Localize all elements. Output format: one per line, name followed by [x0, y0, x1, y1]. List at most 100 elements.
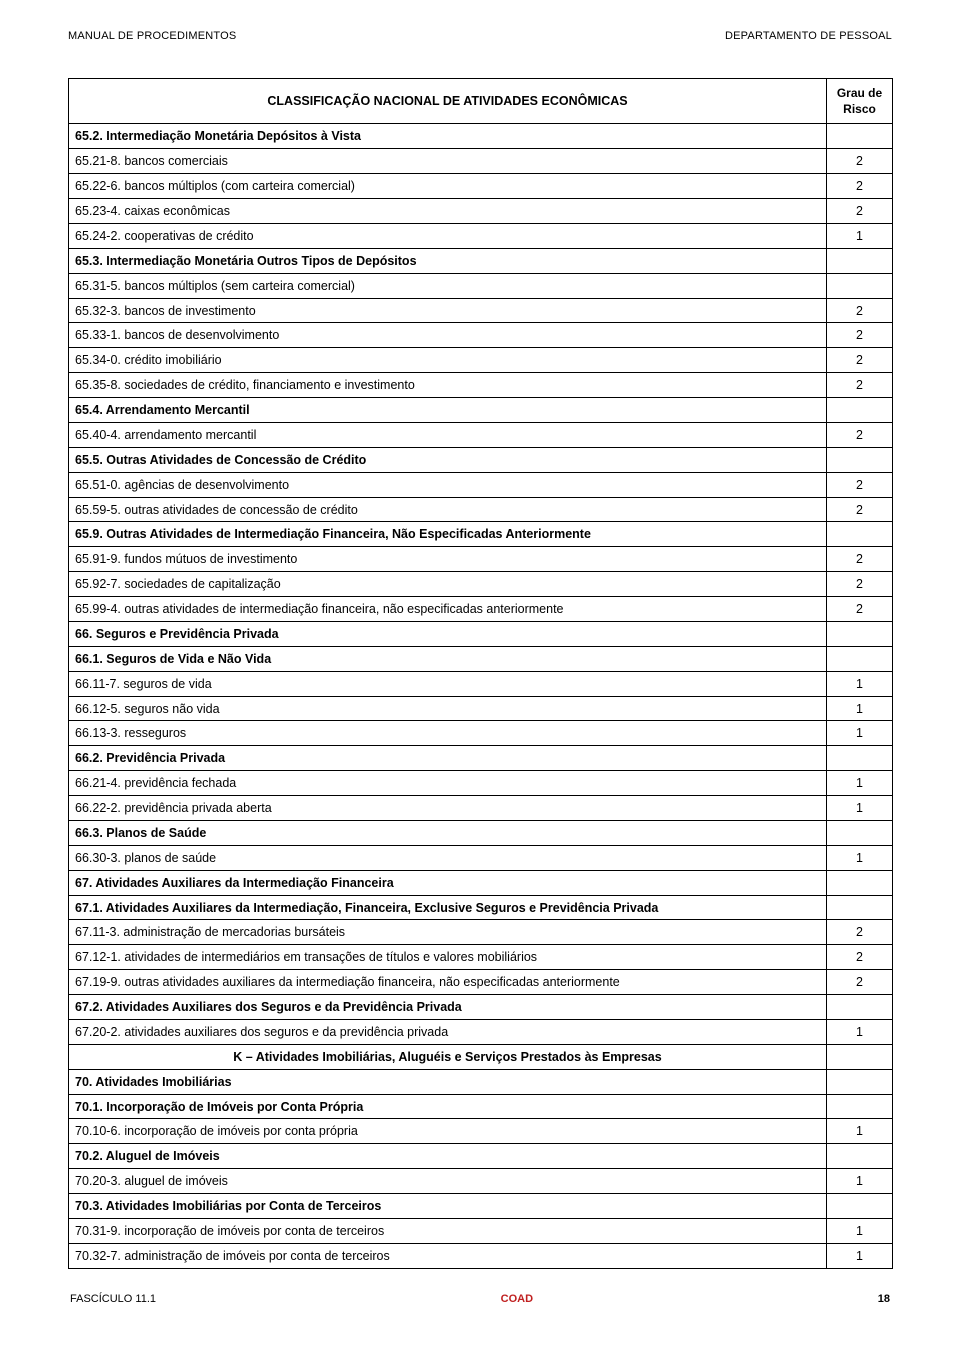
row-description: 70. Atividades Imobiliárias: [69, 1069, 827, 1094]
table-row: 70.32-7. administração de imóveis por co…: [69, 1243, 893, 1268]
table-row: 65.40-4. arrendamento mercantil2: [69, 422, 893, 447]
table-row: 70.31-9. incorporação de imóveis por con…: [69, 1218, 893, 1243]
table-row: 67.1. Atividades Auxiliares da Intermedi…: [69, 895, 893, 920]
row-description: 66.21-4. previdência fechada: [69, 771, 827, 796]
row-risk-value: [827, 646, 893, 671]
table-row: 67.20-2. atividades auxiliares dos segur…: [69, 1019, 893, 1044]
row-description: 66.2. Previdência Privada: [69, 746, 827, 771]
table-row: 65.22-6. bancos múltiplos (com carteira …: [69, 174, 893, 199]
table-row: 65.32-3. bancos de investimento2: [69, 298, 893, 323]
table-row: 65.51-0. agências de desenvolvimento2: [69, 472, 893, 497]
table-row: 67.2. Atividades Auxiliares dos Seguros …: [69, 995, 893, 1020]
table-row: 66.21-4. previdência fechada1: [69, 771, 893, 796]
row-description: 65.99-4. outras atividades de intermedia…: [69, 597, 827, 622]
row-risk-value: 2: [827, 323, 893, 348]
row-risk-value: [827, 398, 893, 423]
row-risk-value: [827, 1069, 893, 1094]
table-row: 65.23-4. caixas econômicas2: [69, 199, 893, 224]
row-description: 65.40-4. arrendamento mercantil: [69, 422, 827, 447]
row-description: 65.91-9. fundos mútuos de investimento: [69, 547, 827, 572]
table-row: 66.30-3. planos de saúde1: [69, 845, 893, 870]
row-description: 66.22-2. previdência privada aberta: [69, 796, 827, 821]
row-risk-value: 2: [827, 547, 893, 572]
row-description: 65.4. Arrendamento Mercantil: [69, 398, 827, 423]
row-description: 65.35-8. sociedades de crédito, financia…: [69, 373, 827, 398]
row-risk-value: 2: [827, 945, 893, 970]
classification-table: CLASSIFICAÇÃO NACIONAL DE ATIVIDADES ECO…: [68, 78, 893, 1269]
row-description: 65.34-0. crédito imobiliário: [69, 348, 827, 373]
row-description: 70.3. Atividades Imobiliárias por Conta …: [69, 1194, 827, 1219]
row-risk-value: 2: [827, 472, 893, 497]
page-header: MANUAL DE PROCEDIMENTOS DEPARTAMENTO DE …: [68, 30, 892, 42]
row-risk-value: 2: [827, 348, 893, 373]
row-description: 65.31-5. bancos múltiplos (sem carteira …: [69, 273, 827, 298]
table-row: 67.19-9. outras atividades auxiliares da…: [69, 970, 893, 995]
row-description: 70.2. Aluguel de Imóveis: [69, 1144, 827, 1169]
row-risk-value: 1: [827, 771, 893, 796]
footer-left: FASCÍCULO 11.1: [70, 1293, 156, 1305]
row-description: 65.2. Intermediação Monetária Depósitos …: [69, 124, 827, 149]
row-description: 65.92-7. sociedades de capitalização: [69, 572, 827, 597]
table-row: 65.92-7. sociedades de capitalização2: [69, 572, 893, 597]
footer-mid: COAD: [501, 1293, 533, 1305]
row-description: 70.10-6. incorporação de imóveis por con…: [69, 1119, 827, 1144]
table-row: 65.9. Outras Atividades de Intermediação…: [69, 522, 893, 547]
table-row: 65.5. Outras Atividades de Concessão de …: [69, 447, 893, 472]
table-row: 67. Atividades Auxiliares da Intermediaç…: [69, 870, 893, 895]
row-description: 67.20-2. atividades auxiliares dos segur…: [69, 1019, 827, 1044]
row-risk-value: 2: [827, 597, 893, 622]
table-row: 65.31-5. bancos múltiplos (sem carteira …: [69, 273, 893, 298]
row-risk-value: 1: [827, 1218, 893, 1243]
row-risk-value: 1: [827, 696, 893, 721]
row-risk-value: 1: [827, 796, 893, 821]
row-risk-value: 2: [827, 572, 893, 597]
row-risk-value: [827, 995, 893, 1020]
row-risk-value: 1: [827, 845, 893, 870]
header-risk: Grau de Risco: [827, 79, 893, 124]
row-risk-value: [827, 273, 893, 298]
row-description: 65.21-8. bancos comerciais: [69, 149, 827, 174]
table-row: 70.3. Atividades Imobiliárias por Conta …: [69, 1194, 893, 1219]
row-risk-value: [827, 1144, 893, 1169]
row-risk-value: 1: [827, 223, 893, 248]
row-description: K – Atividades Imobiliárias, Aluguéis e …: [69, 1044, 827, 1069]
row-risk-value: 2: [827, 497, 893, 522]
row-risk-value: 2: [827, 970, 893, 995]
row-risk-value: [827, 1044, 893, 1069]
table-row: 65.59-5. outras atividades de concessão …: [69, 497, 893, 522]
table-row: 66.13-3. resseguros1: [69, 721, 893, 746]
row-risk-value: 1: [827, 721, 893, 746]
row-risk-value: 2: [827, 298, 893, 323]
table-row: 65.3. Intermediação Monetária Outros Tip…: [69, 248, 893, 273]
row-description: 70.20-3. aluguel de imóveis: [69, 1169, 827, 1194]
row-description: 67.12-1. atividades de intermediários em…: [69, 945, 827, 970]
row-description: 67.2. Atividades Auxiliares dos Seguros …: [69, 995, 827, 1020]
row-description: 66.12-5. seguros não vida: [69, 696, 827, 721]
table-row: 65.2. Intermediação Monetária Depósitos …: [69, 124, 893, 149]
row-risk-value: [827, 248, 893, 273]
row-risk-value: 1: [827, 1243, 893, 1268]
footer-right: 18: [878, 1293, 890, 1305]
row-description: 66.13-3. resseguros: [69, 721, 827, 746]
row-description: 67.1. Atividades Auxiliares da Intermedi…: [69, 895, 827, 920]
row-risk-value: [827, 621, 893, 646]
row-description: 65.23-4. caixas econômicas: [69, 199, 827, 224]
row-risk-value: 2: [827, 373, 893, 398]
table-row: 66.2. Previdência Privada: [69, 746, 893, 771]
row-risk-value: 2: [827, 149, 893, 174]
table-row: 67.12-1. atividades de intermediários em…: [69, 945, 893, 970]
row-description: 65.5. Outras Atividades de Concessão de …: [69, 447, 827, 472]
table-row: 65.21-8. bancos comerciais2: [69, 149, 893, 174]
row-description: 65.32-3. bancos de investimento: [69, 298, 827, 323]
row-risk-value: 2: [827, 174, 893, 199]
row-description: 65.22-6. bancos múltiplos (com carteira …: [69, 174, 827, 199]
table-row: 65.4. Arrendamento Mercantil: [69, 398, 893, 423]
row-description: 70.32-7. administração de imóveis por co…: [69, 1243, 827, 1268]
table-row: 65.99-4. outras atividades de intermedia…: [69, 597, 893, 622]
table-row: 67.11-3. administração de mercadorias bu…: [69, 920, 893, 945]
row-risk-value: 1: [827, 1019, 893, 1044]
table-row: 70.2. Aluguel de Imóveis: [69, 1144, 893, 1169]
row-description: 67.11-3. administração de mercadorias bu…: [69, 920, 827, 945]
table-row: 70. Atividades Imobiliárias: [69, 1069, 893, 1094]
table-row: 70.20-3. aluguel de imóveis1: [69, 1169, 893, 1194]
